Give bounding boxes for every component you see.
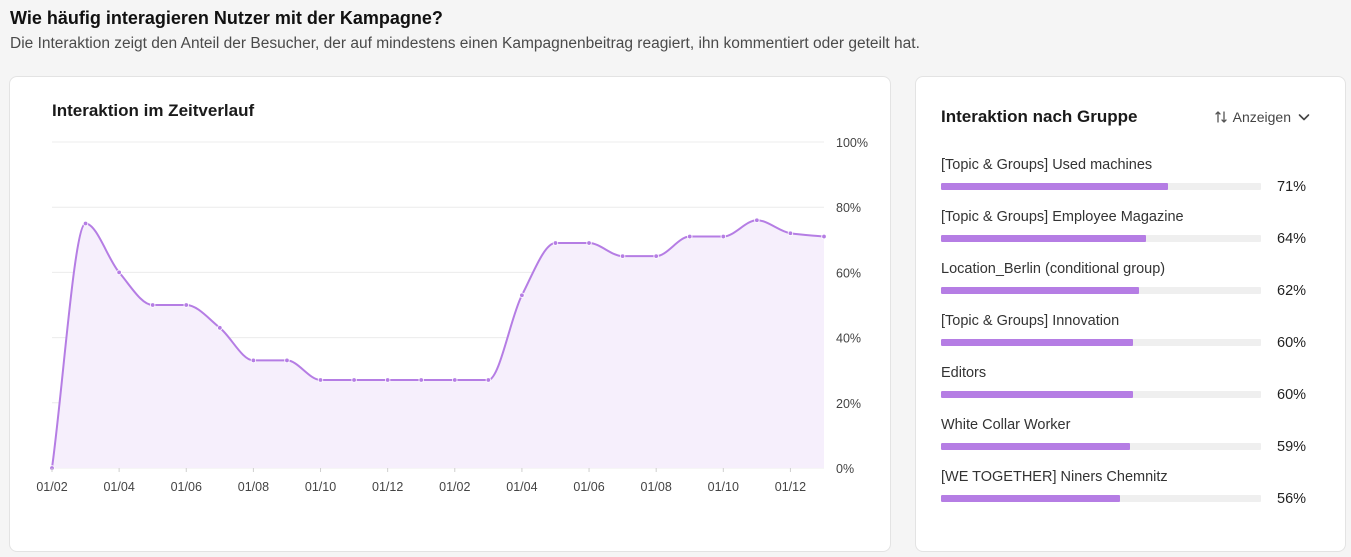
chevron-down-icon <box>1297 110 1311 124</box>
x-tick-label: 01/06 <box>171 480 202 494</box>
group-bar <box>941 443 1130 450</box>
x-tick-label: 01/12 <box>775 480 806 494</box>
data-point[interactable] <box>418 377 424 383</box>
data-point[interactable] <box>284 357 290 364</box>
group-item[interactable]: Editors 60% <box>941 365 1321 417</box>
group-label: Location_Berlin (conditional group) <box>941 261 1166 277</box>
group-label: [Topic & Groups] Employee Magazine <box>941 209 1184 225</box>
group-item[interactable]: [Topic & Groups] Innovation 60% <box>941 313 1321 365</box>
data-point[interactable] <box>821 233 827 240</box>
group-item[interactable]: Location_Berlin (conditional group) 62% <box>941 261 1321 313</box>
series-area <box>52 220 824 468</box>
group-value-label: 60% <box>1277 387 1307 403</box>
y-tick-label: 60% <box>836 266 861 280</box>
x-tick-label: 01/04 <box>103 480 134 494</box>
group-bar-track <box>941 287 1261 294</box>
data-point[interactable] <box>116 269 122 276</box>
group-label: White Collar Worker <box>941 417 1071 433</box>
data-point[interactable] <box>250 357 257 364</box>
x-axis-ticks: 01/02 01/04 01/06 01/08 01/10 01/12 01/02 01/04… <box>36 468 806 494</box>
data-point[interactable] <box>485 377 492 383</box>
group-item[interactable]: [Topic & Groups] Used machines 71% <box>941 157 1321 209</box>
group-list: [Topic & Groups] Used machines 71% [Topic … <box>941 157 1321 521</box>
timeline-card: Interaktion im Zeitverlauf 0% 20% 40% 60% 80… <box>9 76 891 552</box>
group-label: [Topic & Groups] Innovation <box>941 313 1120 329</box>
data-point[interactable] <box>754 217 760 223</box>
group-bar-track <box>941 391 1261 398</box>
x-tick-label: 01/06 <box>573 480 604 494</box>
group-bar <box>941 495 1121 502</box>
data-point[interactable] <box>720 233 727 240</box>
x-tick-label: 01/12 <box>372 480 403 494</box>
group-label: [Topic & Groups] Used machines <box>941 157 1153 173</box>
group-label: Editors <box>941 365 987 381</box>
y-tick-label: 20% <box>836 397 861 411</box>
data-point[interactable] <box>217 325 223 331</box>
x-tick-label: 01/08 <box>238 480 269 494</box>
data-point[interactable] <box>519 292 525 298</box>
data-point[interactable] <box>653 253 659 259</box>
group-item[interactable]: [Topic & Groups] Employee Magazine 64% <box>941 209 1321 261</box>
group-bar-track <box>941 495 1261 502</box>
group-bar-track <box>941 183 1261 190</box>
sort-icon <box>1214 110 1227 124</box>
y-tick-label: 0% <box>836 462 854 476</box>
data-point[interactable] <box>452 377 458 383</box>
group-value-label: 60% <box>1277 335 1307 351</box>
group-bar-track <box>941 339 1261 346</box>
x-tick-label: 01/04 <box>506 480 537 494</box>
group-bar <box>941 235 1146 242</box>
group-item[interactable]: White Collar Worker 59% <box>941 417 1321 469</box>
page-subtitle: Die Interaktion zeigt den Anteil der Bes… <box>10 35 920 52</box>
group-card: Interaktion nach Gruppe Anzeigen [Topic … <box>915 76 1346 552</box>
group-value-label: 56% <box>1277 491 1307 507</box>
group-value-label: 62% <box>1277 283 1307 299</box>
show-dropdown[interactable]: Anzeigen <box>1214 109 1311 125</box>
data-point[interactable] <box>149 302 156 308</box>
x-tick-label: 01/02 <box>36 480 67 494</box>
group-bar-track <box>941 443 1261 450</box>
data-point[interactable] <box>384 377 391 383</box>
group-value-label: 71% <box>1277 179 1307 195</box>
data-point[interactable] <box>82 220 89 227</box>
group-bar <box>941 287 1140 294</box>
data-point[interactable] <box>552 240 559 246</box>
group-bar-track <box>941 235 1261 242</box>
timeline-chart-title: Interaktion im Zeitverlauf <box>52 101 255 120</box>
x-tick-label: 01/10 <box>708 480 739 494</box>
data-point[interactable] <box>586 240 592 246</box>
point-layer <box>49 217 827 471</box>
area-layer <box>52 220 824 468</box>
group-label: [WE TOGETHER] Niners Chemnitz <box>941 469 1168 485</box>
group-bar <box>941 183 1169 190</box>
timeline-chart: 0%20%40%60%80%100% 01/02 01/04 01/06 01/08 0… <box>36 136 868 494</box>
data-point[interactable] <box>183 302 189 308</box>
x-tick-label: 01/10 <box>305 480 336 494</box>
x-tick-label: 01/08 <box>641 480 672 494</box>
data-point[interactable] <box>619 253 626 259</box>
y-tick-label: 100% <box>836 136 868 150</box>
y-tick-label: 80% <box>836 201 861 215</box>
data-point[interactable] <box>317 377 324 383</box>
group-value-label: 59% <box>1277 439 1307 455</box>
group-bar <box>941 339 1133 346</box>
data-point[interactable] <box>687 233 693 240</box>
page-title: Wie häufig interagieren Nutzer mit der K… <box>10 8 443 28</box>
x-tick-label: 01/02 <box>439 480 470 494</box>
data-point[interactable] <box>787 230 794 236</box>
group-bar <box>941 391 1133 398</box>
group-item[interactable]: [WE TOGETHER] Niners Chemnitz 56% <box>941 469 1321 521</box>
y-tick-label: 40% <box>836 332 861 346</box>
data-point[interactable] <box>351 377 357 383</box>
show-dropdown-label: Anzeigen <box>1232 109 1291 125</box>
group-chart-title: Interaktion nach Gruppe <box>941 107 1138 126</box>
y-axis-ticks: 0% 20% 40% 60% 80% 100% <box>836 136 868 476</box>
group-value-label: 64% <box>1277 231 1307 247</box>
